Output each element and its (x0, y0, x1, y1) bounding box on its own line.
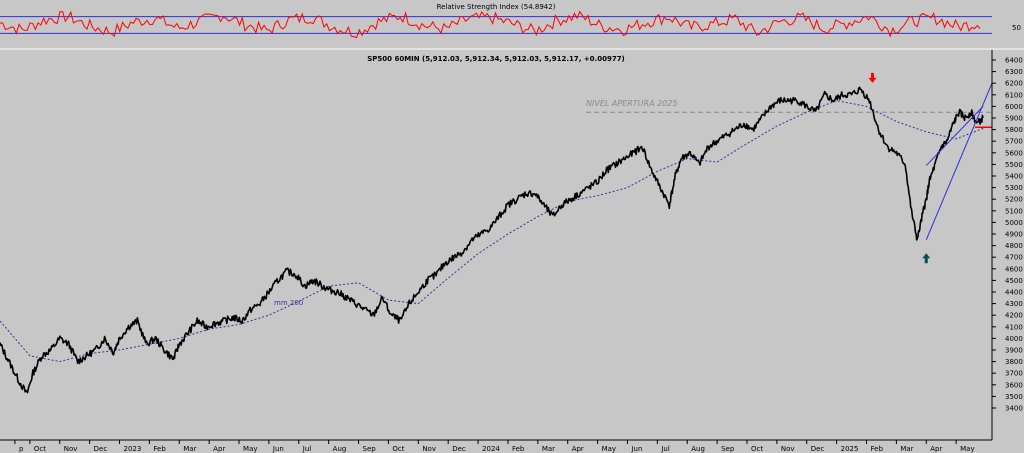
y-tick-label: 5800 (1005, 126, 1023, 134)
x-tick-label: Apr (213, 445, 225, 453)
y-tick-label: 5600 (1005, 149, 1023, 157)
y-tick-label: 3500 (1005, 393, 1023, 401)
x-tick-label: May (243, 445, 257, 453)
x-tick-label: Oct (751, 445, 763, 453)
ma-label: mm 200 (274, 299, 303, 307)
x-tick-label: Oct (392, 445, 404, 453)
y-axis-ticks: 3400 3500 3600 3700 3800 3900 4000 4100 4200 4300… (992, 57, 1023, 413)
x-tick-label: Mar (542, 445, 555, 453)
x-tick-label: Feb (512, 445, 525, 453)
price-line (0, 86, 984, 394)
x-tick-label: Jun (630, 445, 642, 453)
y-tick-label: 5000 (1005, 219, 1023, 227)
rsi-line-group (0, 10, 981, 39)
channel-line (925, 83, 993, 240)
price-series-group (0, 86, 984, 394)
y-tick-label: 4700 (1005, 254, 1023, 262)
y-tick-label: 5500 (1005, 161, 1023, 169)
y-tick-label: 4100 (1005, 323, 1023, 331)
y-tick-label: 4000 (1005, 335, 1023, 343)
x-tick-label: Feb (871, 445, 884, 453)
x-tick-label: Apr (572, 445, 584, 453)
ma-line (0, 100, 987, 363)
x-tick-label: 2025 (841, 445, 859, 453)
y-tick-label: 3700 (1005, 370, 1023, 378)
y-tick-label: 3600 (1005, 381, 1023, 389)
y-tick-label: 5300 (1005, 184, 1023, 192)
x-tick-label: Apr (930, 445, 942, 453)
x-tick-label: Nov (781, 445, 795, 453)
x-tick-label: Feb (153, 445, 166, 453)
y-tick-label: 4500 (1005, 277, 1023, 285)
channel-line (925, 106, 984, 166)
rsi-y-tick: 50 (1012, 24, 1021, 32)
x-tick-label: Sep (721, 445, 735, 453)
x-tick-label: Mar (183, 445, 196, 453)
opening-level-group (586, 111, 992, 129)
x-tick-label: Nov (64, 445, 78, 453)
x-tick-label: Jun (272, 445, 284, 453)
y-tick-label: 6300 (1005, 68, 1023, 76)
rsi-line (0, 10, 981, 39)
y-tick-label: 3400 (1005, 405, 1023, 413)
y-tick-label: 5200 (1005, 196, 1023, 204)
x-tick-label: 2023 (124, 445, 142, 453)
x-tick-label: Mar (900, 445, 913, 453)
y-tick-label: 4900 (1005, 231, 1023, 239)
x-tick-label: Jul (660, 445, 670, 453)
y-tick-label: 4300 (1005, 300, 1023, 308)
y-tick-label: 6000 (1005, 103, 1023, 111)
price-title: SP500 60MIN (5,912.03, 5,912.34, 5,912.0… (367, 55, 625, 63)
y-tick-label: 4800 (1005, 242, 1023, 250)
bottom-arrow-marker (922, 253, 931, 264)
y-tick-label: 5100 (1005, 207, 1023, 215)
markers-group (868, 72, 931, 264)
x-tick-label: Oct (34, 445, 46, 453)
x-tick-label: May (602, 445, 616, 453)
y-tick-label: 6400 (1005, 57, 1023, 65)
y-tick-label: 5400 (1005, 173, 1023, 181)
opening-level-label: NIVEL APERTURA 2025 (586, 99, 677, 108)
x-tick-label: Aug (691, 445, 705, 453)
x-axis-ticks: p Oct Nov Dec 2023 Feb Mar Apr May Jun Jul Aug Sep Oc… (14, 440, 975, 453)
x-tick-label: Nov (422, 445, 436, 453)
x-tick-label: Dec (94, 445, 108, 453)
x-tick-label: p (19, 445, 24, 453)
y-tick-label: 3800 (1005, 358, 1023, 366)
y-tick-label: 5700 (1005, 138, 1023, 146)
x-tick-label: Dec (811, 445, 825, 453)
y-tick-label: 4400 (1005, 289, 1023, 297)
y-tick-label: 6100 (1005, 91, 1023, 99)
channel-lines-group (925, 83, 993, 240)
x-tick-label: 2024 (482, 445, 500, 453)
moving-average-group (0, 100, 987, 363)
x-tick-label: Dec (452, 445, 466, 453)
x-tick-label: Aug (333, 445, 347, 453)
y-tick-label: 3900 (1005, 347, 1023, 355)
y-tick-label: 6200 (1005, 80, 1023, 88)
top-arrow-marker (868, 72, 877, 83)
y-tick-label: 4200 (1005, 312, 1023, 320)
rsi-title: Relative Strength Index (54.8942) (437, 3, 556, 11)
y-tick-label: 4600 (1005, 265, 1023, 273)
x-tick-label: May (960, 445, 974, 453)
x-tick-label: Sep (363, 445, 377, 453)
y-tick-label: 5900 (1005, 115, 1023, 123)
x-tick-label: Jul (302, 445, 312, 453)
